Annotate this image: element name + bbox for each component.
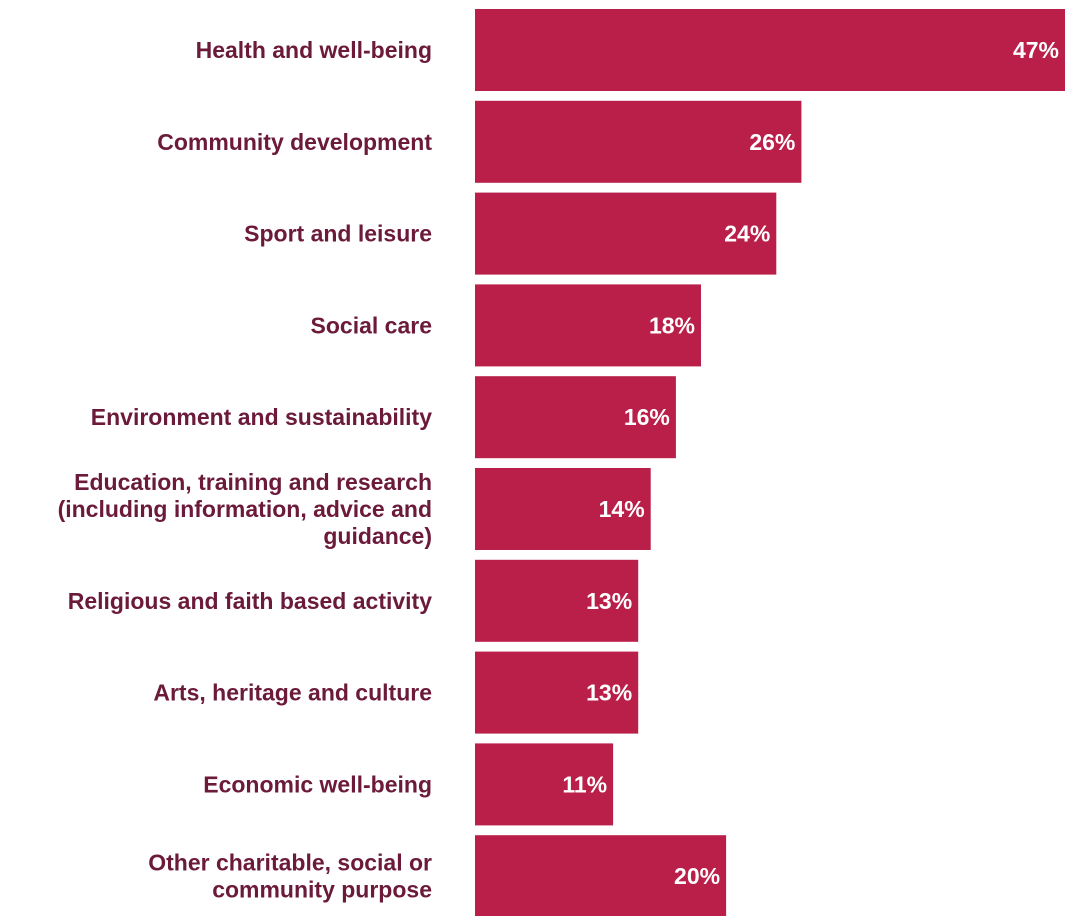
bar — [475, 743, 614, 826]
bars-group — [475, 9, 1065, 916]
category-label: Economic well-being — [203, 771, 432, 797]
category-label: Health and well-being — [196, 37, 432, 63]
category-label: Other charitable, social or community pur… — [148, 850, 432, 903]
bar — [475, 559, 639, 642]
bar — [475, 192, 777, 275]
bar — [475, 100, 802, 183]
value-label: 18% — [649, 312, 695, 338]
bar — [475, 376, 676, 459]
category-label-line: Education, training and research — [74, 469, 432, 495]
value-label: 26% — [749, 129, 795, 155]
value-label: 13% — [586, 680, 632, 706]
category-label: Community development — [157, 129, 432, 155]
bar — [475, 835, 727, 916]
category-label: Education, training and research (includi… — [58, 469, 432, 549]
bar — [475, 468, 651, 550]
category-label-line: Other charitable, social or — [148, 850, 432, 876]
value-label: 13% — [586, 588, 632, 614]
category-label: Social care — [311, 312, 432, 338]
bar — [475, 284, 701, 367]
category-label-line: Economic well-being — [203, 771, 432, 797]
category-label: Religious and faith based activity — [68, 588, 432, 614]
category-label-line: Arts, heritage and culture — [153, 680, 432, 706]
value-label: 16% — [624, 404, 670, 430]
value-label: 20% — [674, 863, 720, 889]
category-label-line: Sport and leisure — [244, 221, 432, 247]
value-label: 47% — [1013, 37, 1059, 63]
category-label-line: Social care — [311, 312, 432, 338]
value-label: 11% — [562, 771, 607, 797]
value-label: 24% — [724, 221, 770, 247]
value-labels-group: 47% 26% 24% 18% 16% 14% 13% 13% 11% 20% — [562, 37, 1059, 889]
category-label: Environment and sustainability — [91, 404, 432, 430]
category-label-line: Religious and faith based activity — [68, 588, 432, 614]
category-label: Sport and leisure — [244, 221, 432, 247]
category-label-line: Health and well-being — [196, 37, 432, 63]
category-label-line: (including information, advice and — [58, 496, 432, 522]
value-label: 14% — [599, 496, 645, 522]
category-label: Arts, heritage and culture — [153, 680, 432, 706]
category-labels-group: Health and well-being Community developme… — [58, 37, 433, 903]
bar — [475, 651, 639, 734]
category-label-line: Community development — [157, 129, 432, 155]
category-label-line: community purpose — [212, 877, 432, 903]
category-label-line: Environment and sustainability — [91, 404, 432, 430]
bar — [475, 9, 1065, 91]
category-label-line: guidance) — [323, 523, 432, 549]
